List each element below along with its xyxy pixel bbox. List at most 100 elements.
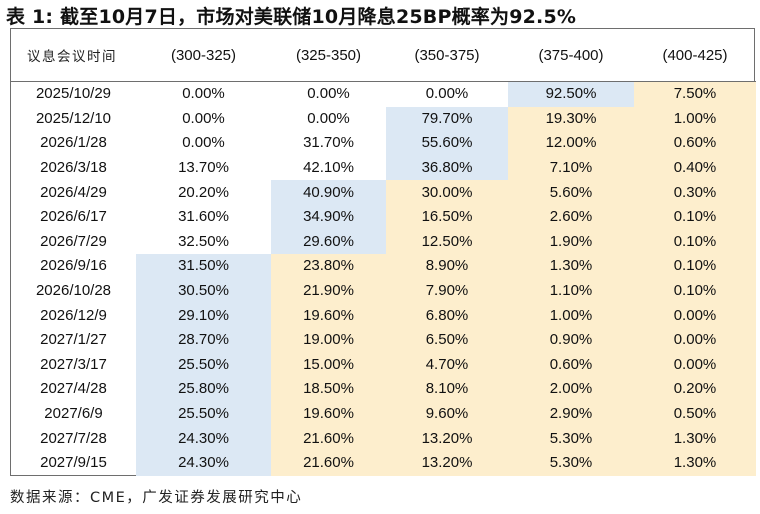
- probability-cell: 31.50%: [136, 254, 271, 279]
- probability-cell: 4.70%: [386, 352, 508, 378]
- probability-cell: 55.60%: [386, 131, 508, 156]
- table-row: 2026/3/18 13.70% 42.10% 36.80% 7.10% 0.40%: [11, 155, 756, 181]
- probability-cell: 5.60%: [508, 180, 634, 205]
- probability-cell: 0.00%: [182, 109, 225, 127]
- table-row: 2026/7/29 32.50% 29.60% 12.50% 1.90% 0.10%: [11, 229, 756, 255]
- source-note: 数据来源：CME，广发证券发展研究中心: [10, 490, 303, 506]
- meeting-date-cell: 2026/3/18: [40, 159, 107, 177]
- probability-cell: 29.10%: [136, 303, 271, 328]
- probability-cell: 13.20%: [386, 426, 508, 451]
- probability-cell: 21.60%: [271, 450, 386, 476]
- header-range-300-325: (300-325): [136, 29, 271, 82]
- probability-cell: 0.00%: [425, 85, 469, 103]
- probability-cell: 30.00%: [386, 180, 508, 205]
- table-row: 2026/10/28 30.50% 21.90% 7.90% 1.10% 0.10%: [11, 278, 756, 304]
- probability-cell: 2.00%: [508, 377, 634, 402]
- probability-cell: 8.90%: [386, 254, 508, 279]
- probability-cell: 23.80%: [271, 254, 386, 279]
- meeting-date-cell: 2027/7/28: [40, 429, 107, 447]
- probability-cell: 29.60%: [271, 229, 386, 255]
- probability-cell: 5.30%: [508, 426, 634, 451]
- probability-cell: 0.50%: [634, 401, 756, 427]
- table-row: 2027/4/28 25.80% 18.50% 8.10% 2.00% 0.20%: [11, 377, 756, 402]
- probability-cell: 0.00%: [634, 303, 756, 328]
- probability-cell: 32.50%: [178, 232, 229, 250]
- probability-cell: 0.40%: [634, 155, 756, 181]
- table-row: 2026/4/29 20.20% 40.90% 30.00% 5.60% 0.30%: [11, 180, 756, 205]
- probability-cell: 36.80%: [386, 155, 508, 181]
- probability-cell: 1.90%: [508, 229, 634, 255]
- probability-cell: 19.00%: [271, 327, 386, 353]
- header-range-375-400: (375-400): [508, 29, 634, 82]
- header-range-350-375: (350-375): [386, 29, 508, 82]
- probability-cell: 1.30%: [634, 426, 756, 451]
- probability-cell: 1.10%: [508, 278, 634, 304]
- probability-cell: 0.00%: [307, 109, 350, 127]
- table-row: 2027/1/27 28.70% 19.00% 6.50% 0.90% 0.00%: [11, 327, 756, 353]
- probability-cell: 19.60%: [271, 401, 386, 427]
- probability-cell: 16.50%: [386, 204, 508, 230]
- probability-table: 议息会议时间 (300-325) (325-350) (350-375) (37…: [10, 28, 756, 476]
- probability-cell: 0.30%: [634, 180, 756, 205]
- probability-cell: 7.10%: [508, 155, 634, 181]
- probability-cell: 13.20%: [386, 450, 508, 476]
- probability-cell: 19.30%: [508, 106, 634, 132]
- header-meeting-date: 议息会议时间: [11, 29, 136, 82]
- meeting-date-cell: 2027/3/17: [40, 355, 107, 373]
- probability-cell: 1.30%: [634, 450, 756, 476]
- probability-cell: 0.60%: [634, 131, 756, 156]
- probability-cell: 8.10%: [386, 377, 508, 402]
- table-row: 2027/3/17 25.50% 15.00% 4.70% 0.60% 0.00%: [11, 352, 756, 378]
- probability-cell: 40.90%: [271, 180, 386, 205]
- table-row: 2026/1/28 0.00% 31.70% 55.60% 12.00% 0.60%: [11, 131, 756, 156]
- probability-cell: 15.00%: [271, 352, 386, 378]
- header-range-325-350: (325-350): [271, 29, 386, 82]
- meeting-date-cell: 2026/4/29: [40, 183, 107, 201]
- meeting-date-cell: 2026/12/9: [40, 306, 107, 324]
- probability-cell: 0.20%: [634, 377, 756, 402]
- probability-cell: 1.00%: [634, 106, 756, 132]
- probability-cell: 6.50%: [386, 327, 508, 353]
- probability-cell: 92.50%: [508, 81, 634, 107]
- table-row: 2027/7/28 24.30% 21.60% 13.20% 5.30% 1.30%: [11, 426, 756, 451]
- probability-cell: 5.30%: [508, 450, 634, 476]
- probability-cell: 12.00%: [508, 131, 634, 156]
- meeting-date-cell: 2027/4/28: [40, 380, 107, 398]
- probability-cell: 0.00%: [634, 352, 756, 378]
- probability-cell: 31.60%: [178, 208, 229, 226]
- table-row: 2025/12/10 0.00% 0.00% 79.70% 19.30% 1.00%: [11, 106, 756, 132]
- probability-cell: 19.60%: [271, 303, 386, 328]
- probability-cell: 12.50%: [386, 229, 508, 255]
- table-row: 2025/10/29 0.00% 0.00% 0.00% 92.50% 7.50%: [11, 81, 756, 107]
- probability-cell: 0.60%: [508, 352, 634, 378]
- meeting-date-cell: 2026/1/28: [40, 134, 107, 152]
- probability-cell: 0.00%: [182, 134, 225, 152]
- table-row: 2026/6/17 31.60% 34.90% 16.50% 2.60% 0.10%: [11, 204, 756, 230]
- probability-cell: 18.50%: [271, 377, 386, 402]
- probability-cell: 21.60%: [271, 426, 386, 451]
- header-range-400-425: (400-425): [634, 29, 756, 82]
- meeting-date-cell: 2027/1/27: [40, 331, 107, 349]
- meeting-date-cell: 2026/9/16: [40, 257, 107, 275]
- probability-cell: 13.70%: [178, 159, 229, 177]
- probability-cell: 20.20%: [178, 183, 229, 201]
- table-row: 2027/9/15 24.30% 21.60% 13.20% 5.30% 1.30%: [11, 450, 756, 476]
- probability-cell: 42.10%: [303, 159, 354, 177]
- probability-cell: 0.00%: [182, 85, 225, 103]
- probability-cell: 0.10%: [634, 229, 756, 255]
- probability-cell: 2.90%: [508, 401, 634, 427]
- probability-cell: 1.30%: [508, 254, 634, 279]
- probability-cell: 24.30%: [136, 426, 271, 451]
- probability-cell: 9.60%: [386, 401, 508, 427]
- probability-cell: 28.70%: [136, 327, 271, 353]
- probability-cell: 79.70%: [386, 106, 508, 132]
- table-row: 2026/12/9 29.10% 19.60% 6.80% 1.00% 0.00%: [11, 303, 756, 328]
- probability-cell: 0.00%: [634, 327, 756, 353]
- probability-cell: 21.90%: [271, 278, 386, 304]
- probability-cell: 25.50%: [136, 352, 271, 378]
- meeting-date-cell: 2026/6/17: [40, 208, 107, 226]
- probability-cell: 7.90%: [386, 278, 508, 304]
- probability-cell: 25.50%: [136, 401, 271, 427]
- probability-cell: 0.90%: [508, 327, 634, 353]
- probability-cell: 7.50%: [634, 81, 756, 107]
